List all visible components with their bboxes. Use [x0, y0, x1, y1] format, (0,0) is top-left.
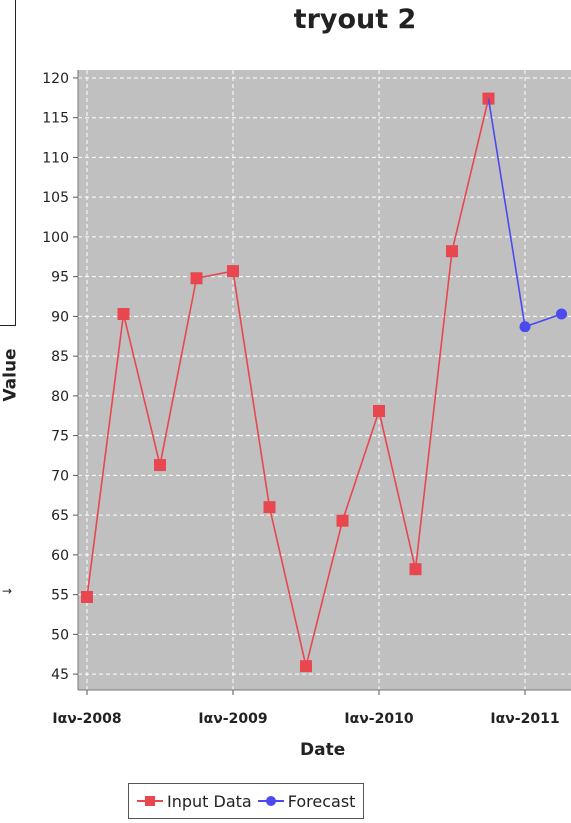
data-point [117, 308, 130, 321]
series-line-0 [86, 98, 490, 667]
circle-marker-icon [257, 796, 284, 806]
plot-area [78, 70, 571, 690]
x-tick-label: Ιαν-2011 [490, 711, 559, 727]
legend-item-forecast: Forecast [257, 791, 356, 811]
legend-item-input: Input Data [137, 792, 252, 811]
x-tick-label: Ιαν-2008 [52, 711, 121, 727]
y-tick-label: 100 [42, 230, 69, 246]
data-point [300, 660, 312, 673]
legend-label-input: Input Data [167, 791, 252, 811]
data-point [556, 308, 567, 320]
frame-box [0, 0, 16, 326]
arrow-icon: → [2, 584, 13, 598]
y-tick-label: 65 [51, 508, 69, 524]
y-tick-label: 85 [51, 349, 69, 365]
y-tick-label: 50 [51, 627, 69, 643]
data-point [154, 459, 166, 472]
data-point [190, 272, 203, 285]
legend-label-forecast: Forecast [287, 791, 356, 811]
data-point [227, 265, 239, 278]
y-tick-label: 75 [51, 429, 69, 445]
y-tick-label: 115 [42, 111, 69, 127]
legend: Input Data Forecast [128, 783, 365, 819]
y-tick-label: 45 [51, 667, 69, 683]
y-tick-label: 105 [42, 190, 69, 206]
y-tick-label: 80 [51, 389, 69, 405]
plot-svg: 45 50 55 60 65 70 75 80 85 90 95 100 105 110 115 120 Ιαν… [42, 70, 571, 727]
data-point [519, 321, 531, 333]
square-marker-icon [137, 796, 163, 806]
y-tick-label: 60 [51, 548, 69, 564]
y-tick-label: 90 [51, 309, 69, 325]
y-tick-label: 95 [51, 270, 69, 286]
data-point [336, 514, 349, 527]
data-point [263, 501, 276, 514]
data-point [81, 591, 93, 603]
x-tick-label: Ιαν-2009 [198, 711, 267, 727]
data-point [373, 405, 385, 417]
chart-title: tryout 2 [293, 4, 417, 35]
data-point [409, 563, 422, 576]
y-tick-label: 110 [42, 150, 69, 166]
x-tick-label: Ιαν-2010 [344, 711, 413, 727]
data-point [446, 245, 458, 258]
y-tick-label: 55 [51, 588, 69, 604]
y-tick-label: 120 [42, 71, 69, 87]
y-tick-label: 70 [51, 468, 69, 484]
x-axis-label: Date [300, 740, 346, 760]
